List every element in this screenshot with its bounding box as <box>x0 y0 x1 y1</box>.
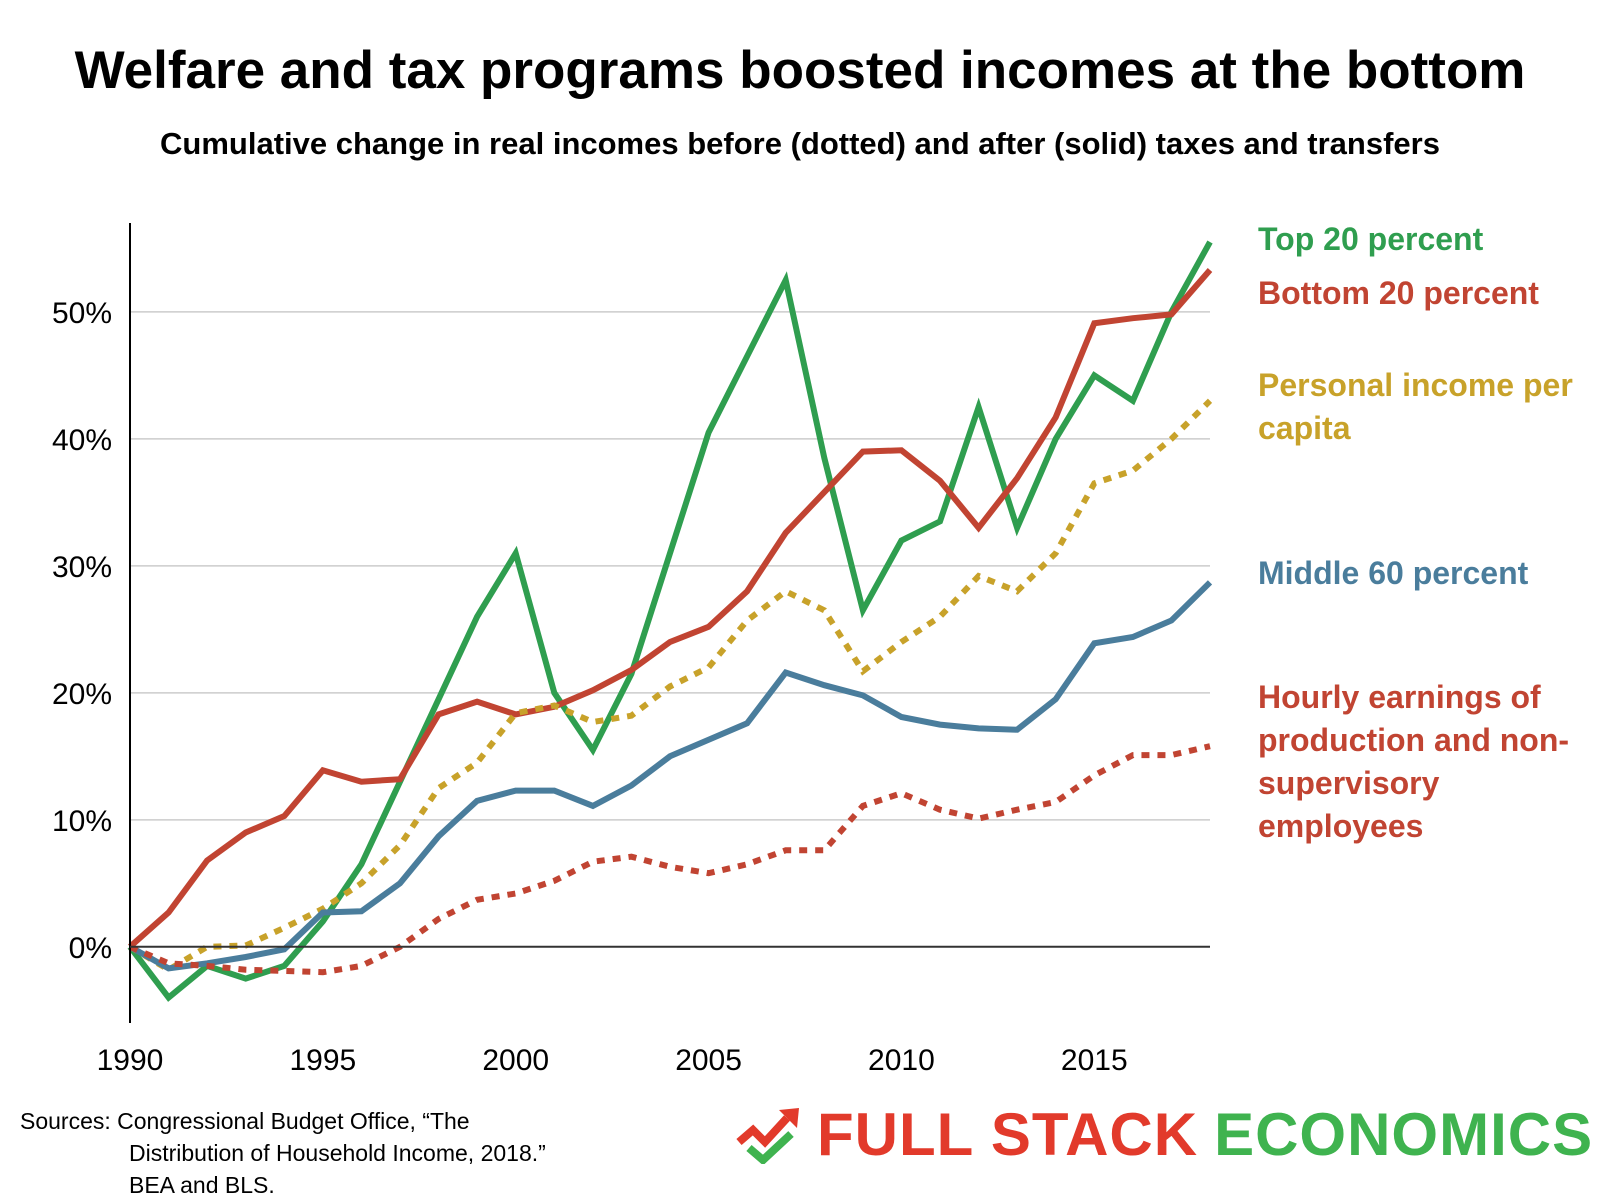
logo-word-full-stack: FULL STACK <box>817 1100 1199 1168</box>
legend-middle-60-percent: Middle 60 percent <box>1258 555 1529 591</box>
legend-bottom-20-percent: Bottom 20 percent <box>1258 275 1539 311</box>
sources-line-3: BEA and BLS. <box>129 1172 275 1198</box>
x-tick-label-2010: 2010 <box>868 1044 935 1077</box>
y-tick-label-20: 20% <box>52 678 112 711</box>
y-tick-label-0: 0% <box>69 932 112 965</box>
series-line-hourly <box>128 743 1211 976</box>
logo-word-economics: ECONOMICS <box>1214 1100 1594 1168</box>
series-line-personal <box>128 398 1213 974</box>
grid-lines <box>130 311 1210 821</box>
x-tick-label-1990: 1990 <box>97 1044 164 1077</box>
y-tick-label-40: 40% <box>52 424 112 457</box>
tick-labels: 0% 10% 20% 30% 40% 50% 1990 1995 2000 2005 2010 201… <box>52 297 1128 1077</box>
x-tick-label-2015: 2015 <box>1061 1044 1128 1077</box>
trend-up-arrow-check-icon <box>736 1108 799 1164</box>
axes <box>129 223 1210 1023</box>
series-line-top20 <box>127 240 1213 1002</box>
full-stack-economics-logo: FULL STACK ECONOMICS <box>735 1098 1593 1170</box>
sources-line-2: Distribution of Household Income, 2018.” <box>129 1140 546 1166</box>
y-tick-label-30: 30% <box>52 551 112 584</box>
series-line-bottom20 <box>128 268 1213 950</box>
sources-line-1: Sources: Congressional Budget Office, “T… <box>20 1108 470 1134</box>
series-line-middle60 <box>128 580 1213 972</box>
x-tick-label-2000: 2000 <box>482 1044 549 1077</box>
legend-hourly-earnings: Hourly earnings of production and non-su… <box>1258 679 1570 844</box>
y-tick-label-50: 50% <box>52 297 112 330</box>
x-tick-label-1995: 1995 <box>289 1044 356 1077</box>
legend-top-20-percent: Top 20 percent <box>1258 221 1484 257</box>
x-tick-label-2005: 2005 <box>675 1044 742 1077</box>
legend-personal-income-per-capita: Personal income per capita <box>1258 367 1573 446</box>
chart-subtitle: Cumulative change in real incomes before… <box>160 126 1440 161</box>
series-lines <box>127 240 1213 1002</box>
sources-note: Sources: Congressional Budget Office, “T… <box>20 1105 546 1201</box>
chart-title: Welfare and tax programs boosted incomes… <box>74 41 1526 100</box>
y-tick-label-10: 10% <box>52 805 112 838</box>
